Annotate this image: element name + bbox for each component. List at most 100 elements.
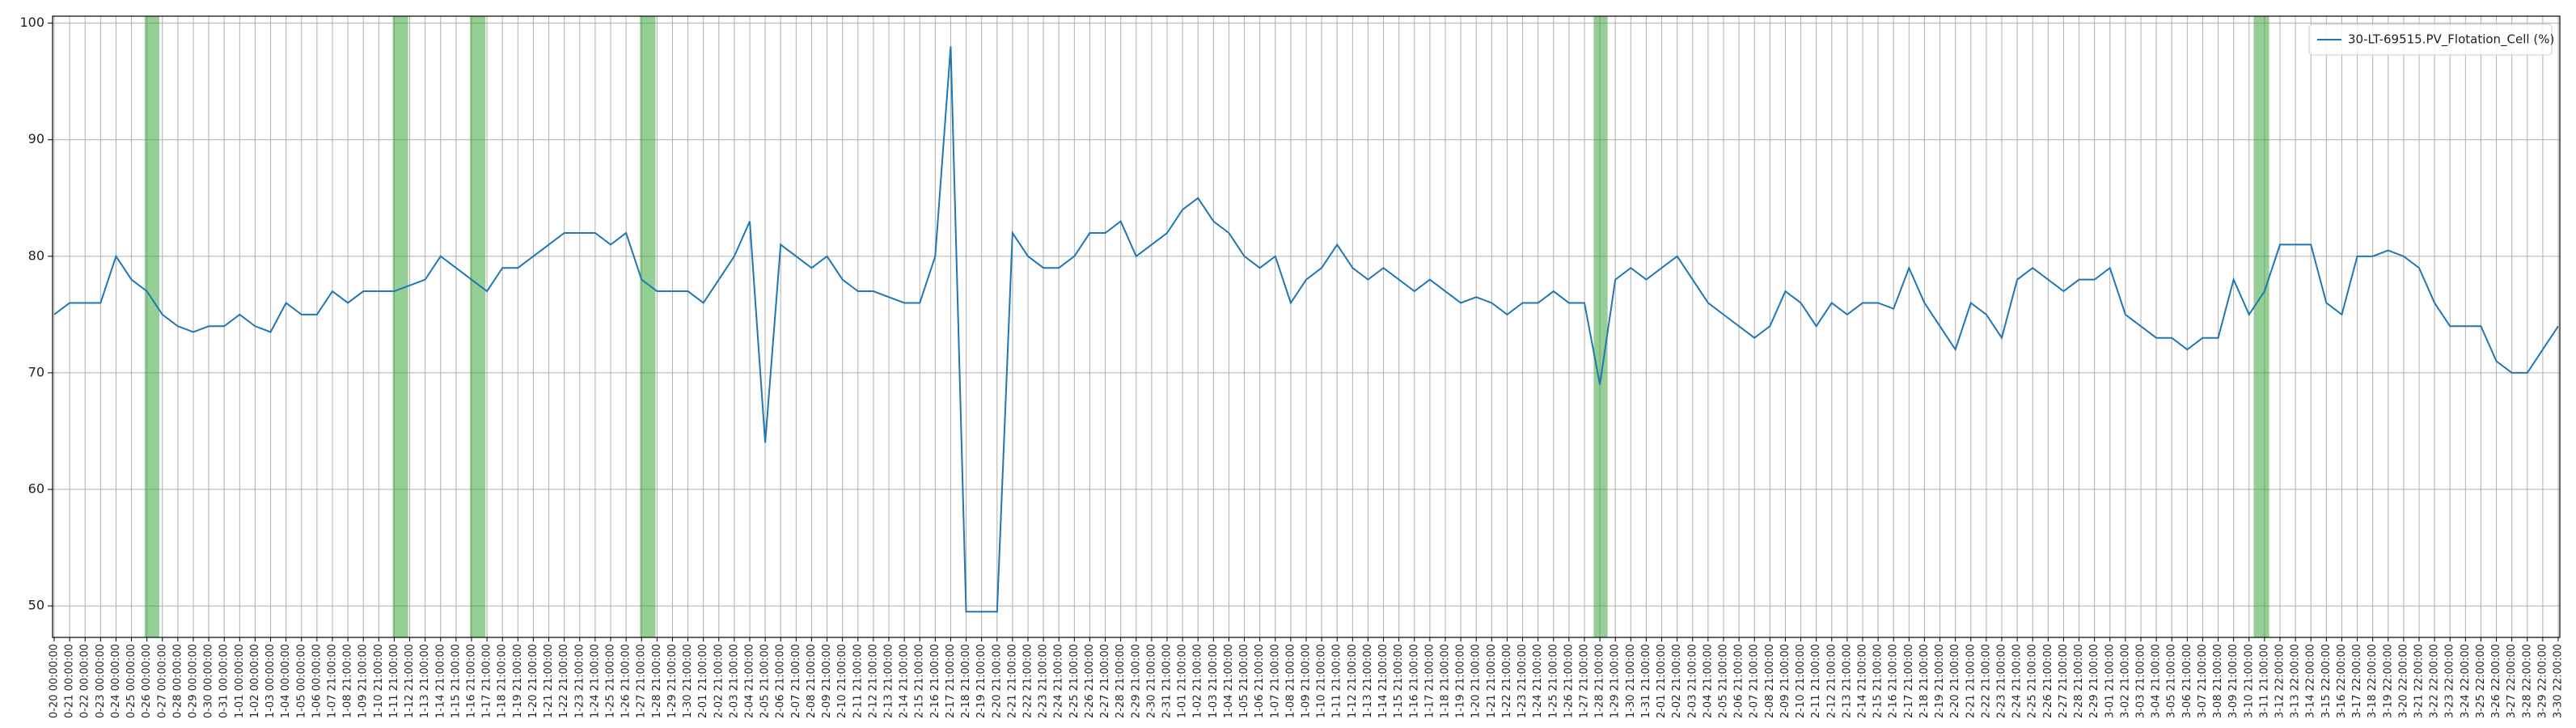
y-tick-label: 80 (28, 248, 44, 263)
x-tick-label: 2-27 21:00:00 (2058, 644, 2070, 718)
x-tick-label: 1-07 21:00:00 (1269, 644, 1281, 718)
x-tick-label: 3-08 21:00:00 (2212, 644, 2224, 718)
x-tick-label: 1-27 21:00:00 (1579, 644, 1591, 718)
x-tick-label: 1-02 00:00:00 (249, 644, 261, 718)
x-tick-label: 2-26 21:00:00 (2042, 644, 2054, 718)
x-tick-label: 1-17 21:00:00 (481, 644, 493, 718)
x-tick-label: 1-31 21:00:00 (1640, 644, 1652, 718)
highlight-span (392, 16, 408, 637)
x-tick-label: 1-07 21:00:00 (327, 644, 339, 718)
x-tick-label: 2-10 21:00:00 (836, 644, 848, 718)
x-tick-label: 2-18 21:00:00 (1918, 644, 1931, 718)
x-tick-label: 3-10 21:00:00 (2243, 644, 2255, 718)
x-tick-label: 1-03 21:00:00 (1208, 644, 1220, 718)
x-tick-label: 3-05 21:00:00 (2166, 644, 2178, 718)
x-tick-label: 2-28 21:00:00 (2073, 644, 2085, 718)
x-tick-label: 1-18 21:00:00 (1440, 644, 1452, 718)
x-tick-label: 2-24 21:00:00 (1053, 644, 1065, 718)
x-tick-label: 1-13 21:00:00 (419, 644, 431, 718)
series-line (53, 46, 2559, 613)
y-tick-label: 100 (19, 15, 44, 30)
x-tick-label: 3-13 22:00:00 (2290, 644, 2302, 718)
x-tick-label: 2-20 21:00:00 (991, 644, 1003, 718)
x-tick-label: 2-20 21:00:00 (1949, 644, 1961, 718)
x-tick-label: 1-22 21:00:00 (1501, 644, 1513, 718)
legend-label: 30-LT-69515.PV_Flotation_Cell (%) (2348, 32, 2554, 48)
x-tick-label: 1-23 21:00:00 (1516, 644, 1529, 718)
x-tick-label: 1-05 00:00:00 (295, 644, 307, 718)
x-tick-label: 3-07 21:00:00 (2197, 644, 2209, 718)
x-tick-label: 1-18 21:00:00 (497, 644, 509, 718)
x-tick-label: 3-27 22:00:00 (2506, 644, 2518, 718)
x-tick-label: 2-06 21:00:00 (1733, 644, 1745, 718)
x-tick-label: 2-23 21:00:00 (1996, 644, 2008, 718)
x-tick-label: 3-09 21:00:00 (2227, 644, 2240, 718)
x-tick-label: 1-21 21:00:00 (1486, 644, 1498, 718)
x-tick-label: 1-29 21:00:00 (666, 644, 679, 718)
x-tick-label: 2-09 21:00:00 (1779, 644, 1791, 718)
x-tick-label: 1-11 21:00:00 (388, 644, 400, 718)
x-tick-label: 2-28 21:00:00 (1115, 644, 1127, 718)
x-tick-label: 1-06 21:00:00 (1254, 644, 1266, 718)
x-tick-label: 1-11 21:00:00 (1331, 644, 1343, 718)
x-tick-label: 2-15 21:00:00 (1872, 644, 1884, 718)
x-tick-label: 2-29 21:00:00 (2088, 644, 2100, 718)
y-tick-label: 50 (28, 598, 44, 613)
x-tick-label: 2-11 21:00:00 (852, 644, 864, 718)
x-tick-label: 1-22 21:00:00 (558, 644, 570, 718)
x-tick-label: 2-19 21:00:00 (975, 644, 988, 718)
x-tick-label: 1-19 21:00:00 (512, 644, 524, 718)
x-tick-label: 2-30 21:00:00 (1145, 644, 1157, 718)
plot-frame (52, 15, 2561, 638)
x-tick-label: 1-02 21:00:00 (1192, 644, 1204, 718)
x-tick-label: 3-21 22:00:00 (2413, 644, 2426, 718)
x-tick-label: 1-15 21:00:00 (1393, 644, 1405, 718)
x-tick-label: 1-24 21:00:00 (589, 644, 601, 718)
x-tick-label: 2-25 21:00:00 (2027, 644, 2039, 718)
x-tick-label: 2-23 21:00:00 (1038, 644, 1050, 718)
x-tick-label: 3-04 21:00:00 (2151, 644, 2163, 718)
x-tick-label: 0-30 00:00:00 (203, 644, 215, 718)
x-tick-label: 2-24 21:00:00 (2011, 644, 2024, 718)
x-tick-label: 2-05 21:00:00 (1718, 644, 1730, 718)
x-tick-label: 3-01 21:00:00 (2104, 644, 2116, 718)
x-tick-label: 2-10 21:00:00 (1795, 644, 1807, 718)
x-tick-label: 2-08 21:00:00 (1764, 644, 1776, 718)
x-tick-label: 2-22 21:00:00 (1980, 644, 1992, 718)
x-tick-label: 3-02 21:00:00 (2119, 644, 2131, 718)
x-tick-label: 1-01 21:00:00 (1177, 644, 1189, 718)
x-tick-label: 2-26 21:00:00 (1084, 644, 1096, 718)
x-tick-label: 2-04 21:00:00 (1702, 644, 1714, 718)
x-tick-label: 1-23 21:00:00 (573, 644, 586, 718)
x-tick-label: 1-04 00:00:00 (280, 644, 292, 718)
x-tick-label: 1-15 21:00:00 (450, 644, 462, 718)
x-tick-label: 3-22 22:00:00 (2429, 644, 2441, 718)
x-tick-label: 1-10 21:00:00 (373, 644, 385, 718)
x-tick-label: 1-13 21:00:00 (1362, 644, 1374, 718)
x-tick-label: 2-02 21:00:00 (713, 644, 725, 718)
x-tick-label: 3-14 22:00:00 (2305, 644, 2317, 718)
x-tick-label: 1-17 21:00:00 (1423, 644, 1436, 718)
x-tick-label: 2-27 21:00:00 (1099, 644, 1111, 718)
x-tick-label: 1-21 21:00:00 (543, 644, 555, 718)
x-tick-label: 0-20 00:00:00 (49, 644, 61, 718)
x-tick-label: 3-17 22:00:00 (2351, 644, 2363, 718)
x-tick-label: 2-01 21:00:00 (697, 644, 709, 718)
legend-box (2308, 23, 2553, 56)
x-tick-label: 1-12 21:00:00 (404, 644, 416, 718)
x-tick-label: 0-27 00:00:00 (156, 644, 168, 718)
x-tick-label: 0-25 00:00:00 (125, 644, 137, 718)
x-tick-label: 2-19 21:00:00 (1934, 644, 1946, 718)
x-tick-label: 2-15 21:00:00 (914, 644, 926, 718)
x-tick-label: 1-08 21:00:00 (342, 644, 354, 718)
x-tick-label: 3-20 22:00:00 (2397, 644, 2409, 718)
x-tick-label: 3-16 22:00:00 (2336, 644, 2348, 718)
x-tick-label: 1-26 21:00:00 (1563, 644, 1575, 718)
x-tick-label: 1-26 21:00:00 (620, 644, 632, 718)
x-tick-label: 3-12 22:00:00 (2274, 644, 2286, 718)
x-tick-label: 2-09 21:00:00 (821, 644, 833, 718)
x-tick-label: 3-30 22:00:00 (2553, 644, 2565, 718)
x-tick-label: 2-14 21:00:00 (1857, 644, 1869, 718)
x-tick-label: 1-14 21:00:00 (1377, 644, 1390, 718)
x-tick-label: 0-22 00:00:00 (79, 644, 91, 718)
